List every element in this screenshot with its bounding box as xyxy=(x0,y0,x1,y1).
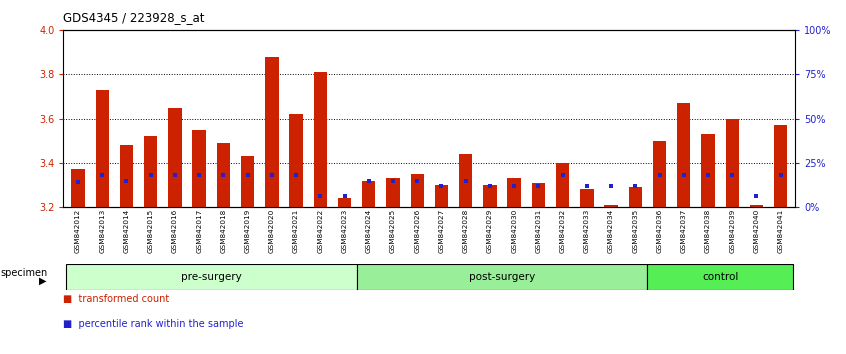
Bar xyxy=(726,119,739,207)
Point xyxy=(168,172,182,178)
Bar xyxy=(701,134,715,207)
Point xyxy=(701,172,715,178)
Bar xyxy=(265,57,278,207)
Point xyxy=(241,172,255,178)
Point xyxy=(289,172,303,178)
Bar xyxy=(677,103,690,207)
Bar xyxy=(653,141,666,207)
Bar xyxy=(217,143,230,207)
Bar xyxy=(459,154,472,207)
Point xyxy=(435,183,448,189)
Point xyxy=(750,194,763,199)
Point xyxy=(653,172,667,178)
Bar xyxy=(96,90,109,207)
Bar xyxy=(410,174,424,207)
Bar xyxy=(120,145,133,207)
Text: pre-surgery: pre-surgery xyxy=(181,272,242,282)
Bar xyxy=(66,264,357,290)
Point xyxy=(96,172,109,178)
Bar xyxy=(241,156,255,207)
Text: post-surgery: post-surgery xyxy=(469,272,536,282)
Point xyxy=(774,172,788,178)
Bar xyxy=(168,108,182,207)
Point xyxy=(459,178,472,183)
Bar xyxy=(289,114,303,207)
Bar xyxy=(387,178,399,207)
Text: control: control xyxy=(702,272,739,282)
Point xyxy=(362,178,376,183)
Bar xyxy=(338,198,351,207)
Point xyxy=(192,172,206,178)
Text: ▶: ▶ xyxy=(39,276,46,286)
Bar xyxy=(629,187,642,207)
Point xyxy=(314,194,327,199)
Bar xyxy=(435,185,448,207)
Point xyxy=(71,179,85,185)
Bar xyxy=(532,183,545,207)
Bar xyxy=(774,125,788,207)
Bar xyxy=(580,189,594,207)
Text: GDS4345 / 223928_s_at: GDS4345 / 223928_s_at xyxy=(63,11,205,24)
Point xyxy=(677,172,690,178)
Point xyxy=(387,178,400,183)
Point xyxy=(508,183,521,189)
Point xyxy=(144,172,157,178)
Point xyxy=(338,194,351,199)
Bar xyxy=(193,130,206,207)
Point xyxy=(217,172,230,178)
Point xyxy=(119,178,133,183)
Point xyxy=(580,183,594,189)
Point xyxy=(410,178,424,183)
Bar xyxy=(144,136,157,207)
Point xyxy=(604,183,618,189)
Bar xyxy=(647,264,793,290)
Bar xyxy=(750,205,763,207)
Point xyxy=(726,172,739,178)
Point xyxy=(629,183,642,189)
Text: ■  transformed count: ■ transformed count xyxy=(63,294,170,304)
Bar xyxy=(357,264,647,290)
Text: ■  percentile rank within the sample: ■ percentile rank within the sample xyxy=(63,319,244,329)
Bar xyxy=(71,170,85,207)
Point xyxy=(531,183,545,189)
Bar xyxy=(362,181,376,207)
Text: specimen: specimen xyxy=(0,268,47,279)
Point xyxy=(265,172,278,178)
Bar xyxy=(604,205,618,207)
Bar xyxy=(556,163,569,207)
Point xyxy=(483,183,497,189)
Point xyxy=(556,172,569,178)
Bar xyxy=(483,185,497,207)
Bar xyxy=(314,72,327,207)
Bar xyxy=(508,178,521,207)
